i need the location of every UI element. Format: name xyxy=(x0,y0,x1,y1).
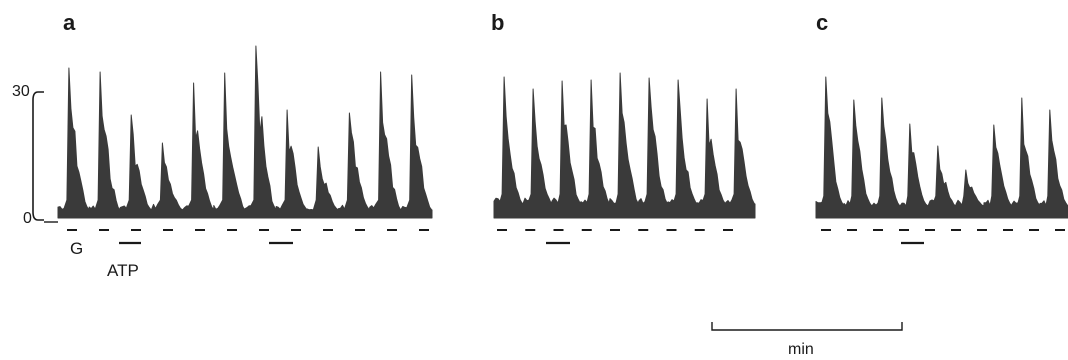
atp-label: ATP xyxy=(107,261,139,280)
panel-label-c: c xyxy=(816,10,829,35)
time-scale-label: min xyxy=(788,341,814,358)
y-tick-0: 0 xyxy=(23,210,32,227)
trace-panel-c xyxy=(815,76,1068,219)
y-tick-30: 30 xyxy=(12,83,30,100)
trace-panel-a xyxy=(57,45,433,219)
panel-label-b: b xyxy=(491,10,505,35)
panel-label-a: a xyxy=(63,10,76,35)
time-scale-bar xyxy=(711,322,903,331)
y-axis-bracket xyxy=(32,91,44,221)
glucose-label: G xyxy=(70,239,84,258)
trace-panel-b xyxy=(493,72,756,219)
